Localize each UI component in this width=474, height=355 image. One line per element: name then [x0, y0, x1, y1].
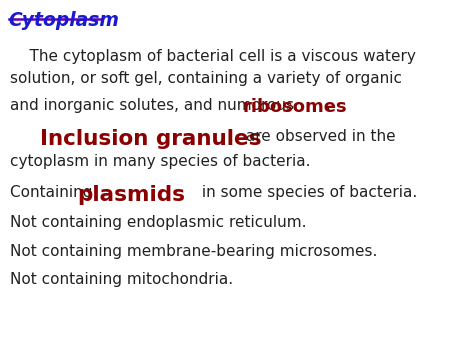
Text: are observed in the: are observed in the [241, 129, 395, 143]
Text: Not containing endoplasmic reticulum.: Not containing endoplasmic reticulum. [10, 215, 307, 230]
Text: Cytoplasm: Cytoplasm [9, 11, 119, 31]
Text: in some species of bacteria.: in some species of bacteria. [197, 185, 417, 200]
Text: solution, or soft gel, containing a variety of organic: solution, or soft gel, containing a vari… [10, 71, 402, 86]
Text: cytoplasm in many species of bacteria.: cytoplasm in many species of bacteria. [10, 154, 311, 169]
Text: Inclusion granules: Inclusion granules [10, 129, 262, 148]
Text: Not containing membrane-bearing microsomes.: Not containing membrane-bearing microsom… [10, 244, 378, 259]
Text: plasmids: plasmids [77, 185, 185, 204]
Text: Not containing mitochondria.: Not containing mitochondria. [10, 272, 234, 287]
Text: .: . [326, 98, 330, 113]
Text: Containing: Containing [10, 185, 98, 200]
Text: ribosomes: ribosomes [243, 98, 347, 116]
Text: The cytoplasm of bacterial cell is a viscous watery: The cytoplasm of bacterial cell is a vis… [10, 49, 416, 64]
Text: and inorganic solutes, and numorous: and inorganic solutes, and numorous [10, 98, 299, 113]
